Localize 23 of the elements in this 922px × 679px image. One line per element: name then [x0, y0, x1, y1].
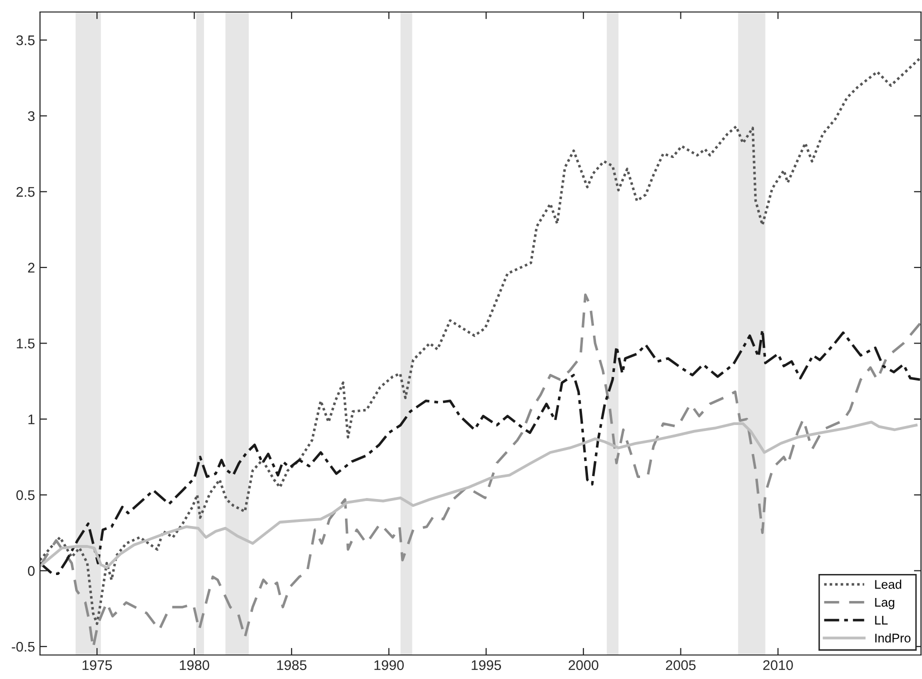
x-tick-label: 1990 [374, 660, 404, 670]
x-tick-label: 1995 [472, 660, 502, 670]
x-tick-label: 1985 [277, 660, 306, 670]
legend-label: IndPro [875, 633, 910, 643]
x-tick-label: 2005 [666, 660, 696, 670]
x-tick-label: 2000 [568, 660, 598, 670]
legend-label: Lag [875, 598, 894, 610]
y-tick-label: 3 [28, 111, 35, 122]
legend-label: Lead [875, 580, 902, 589]
line-series [40, 420, 918, 570]
legend-label: LL [875, 616, 888, 625]
x-tick-label: 1975 [82, 660, 112, 670]
y-tick-label: 0.5 [16, 490, 35, 500]
x-tick-label: 2010 [763, 660, 793, 670]
line-series [40, 56, 921, 626]
y-tick-label: -0.5 [12, 642, 35, 652]
y-tick-label: 3.5 [16, 35, 35, 46]
y-tick-label: 0 [28, 566, 35, 576]
y-tick-label: 1.5 [16, 338, 35, 348]
y-tick-label: 2.5 [16, 187, 35, 197]
x-tick-label: 1980 [180, 660, 210, 670]
y-tick-label: 2 [28, 262, 34, 273]
y-tick-label: 1 [28, 414, 34, 424]
